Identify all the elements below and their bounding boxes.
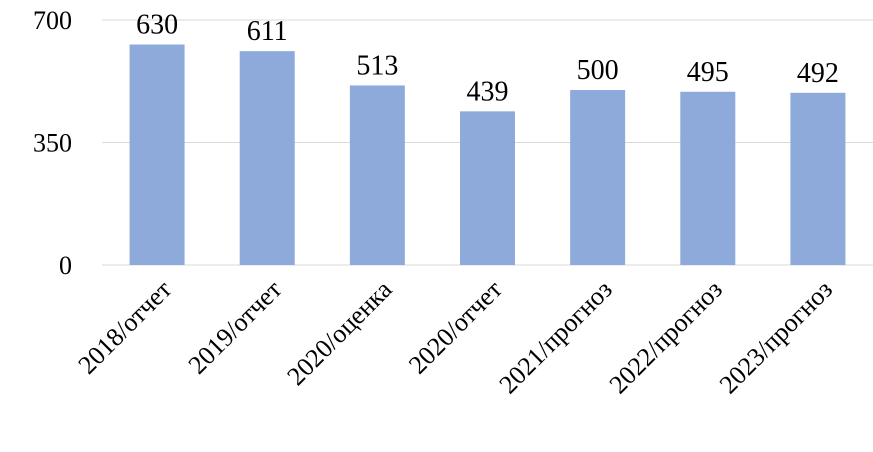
bar-1 — [239, 51, 295, 266]
y-tick-label-0: 0 — [59, 251, 72, 280]
category-label-1: 2019/отчет — [183, 275, 288, 380]
y-axis-tick-labels: 0 350 700 — [33, 6, 72, 280]
data-label-0: 630 — [136, 10, 178, 41]
category-label-0: 2018/отчет — [72, 275, 177, 380]
category-label-2: 2020/оценка — [281, 274, 398, 391]
category-label-6: 2023/прогноз — [714, 275, 838, 399]
category-label-5: 2022/прогноз — [604, 275, 728, 399]
bar-4 — [570, 90, 626, 265]
data-label-2: 513 — [356, 50, 398, 81]
data-label-4: 500 — [577, 55, 619, 86]
bars — [129, 44, 846, 266]
data-label-5: 495 — [687, 57, 729, 88]
bar-0 — [129, 44, 185, 265]
y-tick-label-350: 350 — [33, 129, 72, 158]
data-label-6: 492 — [797, 58, 839, 89]
y-tick-label-700: 700 — [33, 6, 72, 35]
bar-6 — [790, 92, 846, 265]
bar-2 — [349, 85, 405, 265]
data-labels: 630 611 513 439 500 495 492 — [136, 10, 839, 108]
data-label-1: 611 — [247, 16, 288, 47]
category-label-4: 2021/прогноз — [493, 275, 617, 399]
bar-5 — [680, 91, 736, 265]
category-label-3: 2020/отчет — [403, 275, 508, 380]
data-label-3: 439 — [467, 76, 509, 107]
bar-3 — [460, 111, 515, 265]
